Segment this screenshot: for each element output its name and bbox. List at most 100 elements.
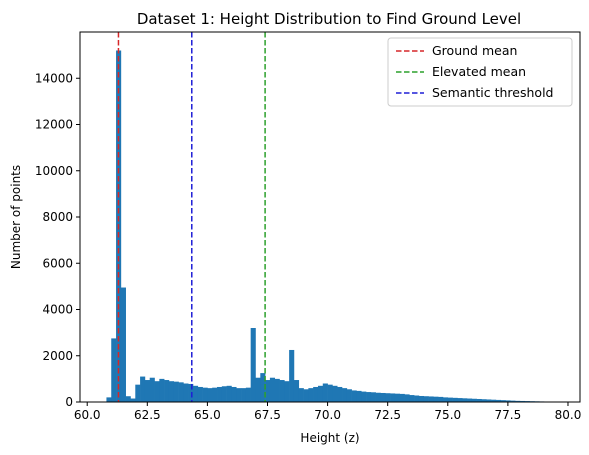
histogram-bar [404, 394, 410, 402]
histogram-bar [140, 376, 146, 402]
histogram-bar [375, 392, 381, 402]
legend-label: Ground mean [432, 43, 517, 58]
x-tick-label: 65.0 [194, 408, 221, 422]
histogram-bar [500, 400, 506, 402]
histogram-bar [452, 397, 458, 402]
y-tick-label: 6000 [42, 256, 73, 270]
histogram-bar [130, 398, 136, 402]
histogram-bar [226, 385, 232, 402]
histogram-bar [414, 395, 420, 402]
y-axis-label: Number of points [9, 165, 23, 269]
histogram-bar [495, 399, 501, 402]
histogram-bar [361, 391, 367, 402]
histogram-bar [284, 381, 290, 402]
x-axis-label: Height (z) [300, 431, 359, 445]
histogram-bar [241, 388, 247, 403]
histogram-bar [154, 381, 160, 402]
histogram-bar [467, 398, 473, 402]
histogram-bar [380, 392, 386, 402]
histogram-bar [231, 386, 237, 402]
histogram-bar [385, 393, 391, 402]
histogram-bar [207, 388, 213, 403]
histogram-bar [120, 287, 126, 402]
x-axis-ticks: 60.0 62.5 65.0 67.5 70.0 72.5 75.0 77.5 80.0 [74, 402, 581, 422]
histogram-bar [274, 378, 280, 403]
histogram-bar [332, 385, 338, 402]
histogram-bar [308, 388, 314, 403]
x-tick-label: 80.0 [555, 408, 582, 422]
histogram-bar [442, 397, 449, 403]
chart-title: Dataset 1: Height Distribution to Find G… [137, 10, 521, 28]
histogram-bar [255, 377, 261, 402]
histogram-bar [289, 349, 295, 402]
histogram-bar [298, 388, 304, 403]
histogram-bar [322, 383, 328, 402]
histogram-bar [462, 398, 468, 402]
histogram-bar [337, 386, 343, 402]
y-tick-label: 2000 [42, 349, 73, 363]
histogram-bar [197, 386, 203, 402]
histogram-bar [269, 377, 276, 402]
histogram-bar [159, 378, 165, 403]
histogram-bar [168, 381, 175, 402]
histogram-bar [125, 396, 131, 402]
histogram-bar [106, 397, 112, 403]
histogram-bar [519, 400, 526, 402]
y-tick-label: 0 [65, 395, 73, 409]
y-tick-label: 14000 [35, 71, 73, 85]
x-tick-label: 60.0 [74, 408, 101, 422]
y-tick-label: 8000 [42, 210, 73, 224]
histogram-bar [423, 396, 429, 402]
y-axis-ticks: 0 2000 4000 6000 8000 10000 12000 14000 [35, 71, 80, 409]
histogram-bar [265, 380, 271, 402]
histogram-bar [303, 389, 309, 402]
histogram-bar [317, 385, 324, 402]
histogram-bar [342, 388, 348, 403]
histogram-bar [471, 398, 477, 402]
histogram-bar [491, 399, 497, 402]
histogram-bar [370, 392, 376, 402]
histogram-bar [313, 386, 319, 402]
histogram-bar [486, 399, 492, 402]
histogram-bar [144, 380, 151, 402]
histogram-bar [260, 373, 266, 402]
x-tick-label: 77.5 [495, 408, 522, 422]
histogram-bar [515, 400, 521, 402]
histogram-bar [390, 393, 396, 402]
histogram-bar [111, 338, 117, 402]
histogram-bar [164, 380, 170, 402]
histogram-bar [178, 382, 184, 402]
histogram-bar [510, 400, 516, 402]
histogram-bar [212, 387, 218, 402]
y-tick-label: 12000 [35, 118, 73, 132]
histogram-bar [457, 398, 463, 402]
legend-label: Semantic threshold [432, 85, 553, 100]
legend-box [387, 37, 573, 107]
histogram-bar [351, 390, 357, 402]
histogram-bar [476, 398, 482, 402]
histogram-bar [192, 385, 199, 402]
histogram-bar [250, 328, 256, 402]
histogram-bar [202, 387, 208, 402]
histogram-bar [217, 386, 223, 402]
histogram-bar [428, 396, 434, 402]
histogram-bar [394, 393, 401, 402]
histogram-bar [221, 386, 227, 402]
histogram-bar [135, 384, 141, 402]
x-tick-label: 75.0 [434, 408, 461, 422]
histogram-bar [188, 383, 194, 402]
y-tick-label: 10000 [35, 164, 73, 178]
histogram-bar [505, 400, 511, 402]
histogram-bar [245, 387, 251, 402]
histogram-bar [418, 395, 425, 402]
histogram-bar [356, 390, 362, 402]
reference-lines-group [117, 32, 266, 402]
legend-label: Elevated mean [432, 64, 526, 79]
x-tick-label: 62.5 [134, 408, 161, 422]
histogram-bar [327, 384, 333, 402]
histogram-bar [173, 381, 179, 402]
histogram-bar [447, 397, 453, 402]
histogram-bar [236, 388, 242, 403]
histogram-bar [481, 399, 487, 402]
